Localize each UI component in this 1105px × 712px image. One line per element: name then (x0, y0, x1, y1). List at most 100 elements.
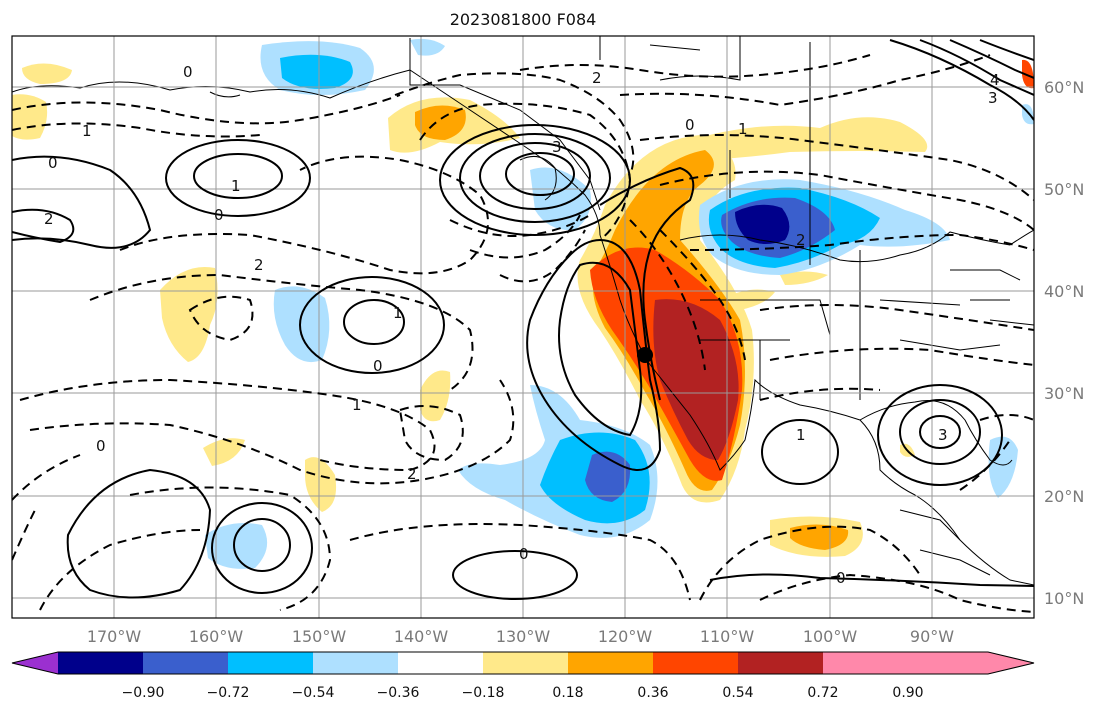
contour-line (709, 573, 1034, 587)
contour-label: 1 (738, 120, 748, 138)
lon-label: 100°W (803, 627, 858, 646)
contour-line (761, 419, 839, 485)
contour-label: 0 (836, 569, 846, 587)
anomaly-patch (790, 524, 849, 550)
contour-line (949, 39, 1034, 79)
anomaly-patch (988, 436, 1018, 498)
contour-line (877, 384, 1003, 486)
contour-line (343, 299, 405, 345)
colorbar-segment (568, 652, 653, 674)
contour-line (66, 468, 212, 599)
colorbar-tick-label: −0.90 (122, 685, 165, 701)
contour-labels: 0 0 0 0 0 0 0 0 1 1 1 1 1 1 2 2 2 2 2 3 … (44, 63, 1000, 587)
map-title: 2023081800 F084 (449, 10, 597, 29)
contour-line (449, 214, 591, 237)
contour-label: 0 (48, 154, 58, 172)
contour-line (505, 152, 575, 196)
colorbar-segment (58, 652, 143, 674)
lon-label: 170°W (87, 627, 142, 646)
lat-label: 50°N (1044, 180, 1084, 199)
contour-label: 0 (685, 116, 695, 134)
colorbar-tick-label: 0.72 (807, 685, 838, 701)
latitude-labels: 10°N 20°N 30°N 40°N 50°N 60°N (1044, 78, 1084, 608)
contour-line (452, 550, 578, 600)
colorbar-segment (143, 652, 228, 674)
contour-line (165, 139, 311, 217)
contour-label: 2 (796, 231, 806, 249)
contour-line (12, 509, 36, 561)
colorbar-segment (313, 652, 398, 674)
contour-line (469, 214, 581, 259)
contour-line (12, 454, 201, 611)
contour-line (689, 233, 1034, 251)
contour-line (889, 39, 1034, 121)
colorbar: −0.90 −0.72 −0.54 −0.36 −0.18 0.18 0.36 … (11, 651, 1035, 701)
contour-label: 3 (938, 426, 948, 444)
coastline (950, 269, 1034, 326)
contour-line (759, 304, 1034, 331)
contour-line (619, 54, 991, 107)
contour-line (639, 134, 1034, 201)
colorbar-tick-label: −0.18 (462, 685, 505, 701)
contour-label: 0 (96, 437, 106, 455)
lon-label: 160°W (189, 627, 244, 646)
colorbar-segment (908, 652, 988, 674)
contour-line (899, 399, 981, 465)
contour-line (499, 229, 586, 283)
contour-line (558, 261, 643, 437)
map-border (11, 35, 1035, 619)
contour-label: 3 (552, 138, 562, 156)
contour-line (459, 133, 611, 223)
contour-line (299, 276, 445, 374)
contour-line (919, 39, 1034, 96)
location-marker (637, 347, 653, 363)
contour-line (233, 518, 291, 572)
lon-label: 130°W (496, 627, 551, 646)
graticule (12, 36, 1034, 618)
lon-label: 120°W (598, 627, 653, 646)
anomaly-patch (280, 54, 353, 89)
colorbar-tick-label: −0.72 (207, 685, 250, 701)
contour-line (394, 72, 635, 176)
contour-label: 4 (990, 71, 1000, 89)
colorbar-extend-min (12, 652, 58, 674)
contour-label: 2 (254, 256, 264, 274)
contour-label: 0 (519, 545, 529, 563)
anomaly-patch (12, 94, 48, 140)
contour-label: 2 (44, 210, 54, 228)
contour-label: 1 (82, 122, 92, 140)
lat-label: 60°N (1044, 78, 1084, 97)
contour-label: 1 (352, 396, 362, 414)
coastline (859, 400, 1013, 466)
colorbar-segment (228, 652, 313, 674)
colorbar-segment (483, 652, 568, 674)
contour-line (19, 378, 436, 472)
colorbar-extend-max (988, 652, 1034, 674)
colorbar-segment (738, 652, 823, 674)
contour-line (12, 155, 152, 249)
anomaly-patch (305, 457, 337, 512)
contour-line (119, 155, 489, 275)
anomaly-patch (410, 38, 445, 56)
contour-line (759, 387, 881, 401)
contour-line (419, 102, 632, 241)
contour-line (12, 122, 261, 138)
contour-label: 0 (214, 206, 224, 224)
lat-label: 10°N (1044, 589, 1084, 608)
colorbar-segment (823, 652, 908, 674)
contour-label: 3 (988, 89, 998, 107)
anomaly-patch (735, 204, 790, 244)
colorbar-tick-label: 0.36 (637, 685, 668, 701)
anomaly-patch (22, 63, 72, 84)
coastline (679, 229, 1034, 263)
anomaly-patch (1022, 59, 1034, 89)
contour-line (769, 347, 1034, 366)
lon-label: 90°W (910, 627, 954, 646)
contour-line (659, 170, 1034, 231)
anomaly-patch (780, 271, 828, 285)
contour-label: 2 (407, 465, 417, 483)
anomaly-patch (205, 522, 268, 569)
contour-line (29, 379, 515, 485)
lon-label: 140°W (394, 627, 449, 646)
